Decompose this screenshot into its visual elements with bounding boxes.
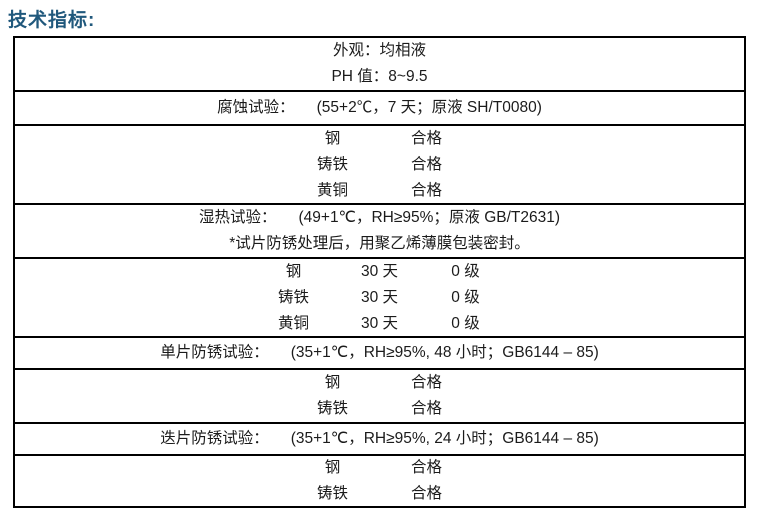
result-value: 合格 bbox=[410, 485, 442, 502]
result-row: 铸铁 30 天 0 级 bbox=[15, 285, 744, 311]
material-label: 铸铁 bbox=[316, 155, 348, 173]
spec-table: 外观：均相液 PH 值：8~9.5 腐蚀试验： (55+2℃，7 天；原液 SH… bbox=[13, 36, 746, 508]
result-row: 铸铁 合格 bbox=[15, 481, 744, 507]
section-corrosion-results: 钢 合格 铸铁 合格 黄铜 合格 bbox=[15, 124, 744, 203]
test-name-label: 单片防锈试验： bbox=[160, 344, 269, 361]
result-row: 钢 合格 bbox=[15, 126, 744, 152]
result-value: 合格 bbox=[410, 459, 442, 476]
spec-line-ph: PH 值：8~9.5 bbox=[331, 68, 428, 85]
result-row: 铸铁 合格 bbox=[15, 396, 744, 422]
test-name-label: 湿热试验： bbox=[198, 209, 277, 226]
result-value: 合格 bbox=[410, 155, 442, 173]
material-label: 钢 bbox=[324, 459, 341, 476]
result-value: 合格 bbox=[410, 181, 442, 199]
result-value: 合格 bbox=[410, 374, 442, 391]
section-single-panel-header: 单片防锈试验： (35+1℃，RH≥95%, 48 小时；GB6144 – 85… bbox=[15, 336, 744, 368]
section-damp-heat-header: 湿热试验： (49+1℃，RH≥95%；原液 GB/T2631) *试片防锈处理… bbox=[15, 203, 744, 257]
test-header-row: 迭片防锈试验： (35+1℃，RH≥95%, 24 小时；GB6144 – 85… bbox=[15, 426, 744, 452]
material-label: 黄铜 bbox=[316, 181, 348, 199]
material-label: 钢 bbox=[324, 374, 341, 391]
result-row: 钢 合格 bbox=[15, 455, 744, 481]
material-label: 铸铁 bbox=[316, 400, 348, 417]
material-label: 铸铁 bbox=[316, 485, 348, 502]
grade-value: 0 级 bbox=[451, 288, 480, 306]
result-row: 铸铁 合格 bbox=[15, 152, 744, 178]
grade-value: 0 级 bbox=[451, 262, 480, 280]
duration-value: 30 天 bbox=[360, 262, 399, 280]
result-value: 合格 bbox=[410, 129, 442, 147]
test-header-row: 湿热试验： (49+1℃，RH≥95%；原液 GB/T2631) bbox=[15, 205, 744, 231]
spec-line-appearance: 外观：均相液 bbox=[332, 42, 426, 59]
result-row: 钢 合格 bbox=[15, 370, 744, 396]
section-appearance-ph: 外观：均相液 PH 值：8~9.5 bbox=[15, 38, 744, 90]
result-row: 钢 30 天 0 级 bbox=[15, 259, 744, 285]
material-label: 钢 bbox=[324, 129, 341, 147]
section-stacked-panel-results: 钢 合格 铸铁 合格 bbox=[15, 454, 744, 506]
material-label: 铸铁 bbox=[277, 288, 309, 306]
test-condition: (35+1℃，RH≥95%, 48 小时；GB6144 – 85) bbox=[290, 344, 599, 361]
material-label: 钢 bbox=[285, 262, 302, 280]
section-damp-heat-results: 钢 30 天 0 级 铸铁 30 天 0 级 黄铜 30 天 0 级 bbox=[15, 257, 744, 336]
test-header-row: 腐蚀试验： (55+2℃，7 天；原液 SH/T0080) bbox=[15, 95, 744, 121]
test-header-row: 单片防锈试验： (35+1℃，RH≥95%, 48 小时；GB6144 – 85… bbox=[15, 340, 744, 366]
section-single-panel-results: 钢 合格 铸铁 合格 bbox=[15, 368, 744, 422]
test-condition: (55+2℃，7 天；原液 SH/T0080) bbox=[316, 99, 542, 116]
grade-value: 0 级 bbox=[451, 314, 480, 332]
result-row: 黄铜 合格 bbox=[15, 178, 744, 204]
material-label: 黄铜 bbox=[277, 314, 309, 332]
test-note: *试片防锈处理后，用聚乙烯薄膜包装密封。 bbox=[229, 235, 530, 252]
section-corrosion-test-header: 腐蚀试验： (55+2℃，7 天；原液 SH/T0080) bbox=[15, 90, 744, 124]
test-condition: (49+1℃，RH≥95%；原液 GB/T2631) bbox=[298, 209, 561, 226]
duration-value: 30 天 bbox=[360, 288, 399, 306]
section-stacked-panel-header: 迭片防锈试验： (35+1℃，RH≥95%, 24 小时；GB6144 – 85… bbox=[15, 422, 744, 454]
page-title: 技术指标: bbox=[8, 10, 96, 31]
result-value: 合格 bbox=[410, 400, 442, 417]
duration-value: 30 天 bbox=[360, 314, 399, 332]
test-name-label: 迭片防锈试验： bbox=[160, 430, 269, 447]
test-condition: (35+1℃，RH≥95%, 24 小时；GB6144 – 85) bbox=[290, 430, 599, 447]
test-name-label: 腐蚀试验： bbox=[217, 99, 295, 116]
result-row: 黄铜 30 天 0 级 bbox=[15, 311, 744, 337]
